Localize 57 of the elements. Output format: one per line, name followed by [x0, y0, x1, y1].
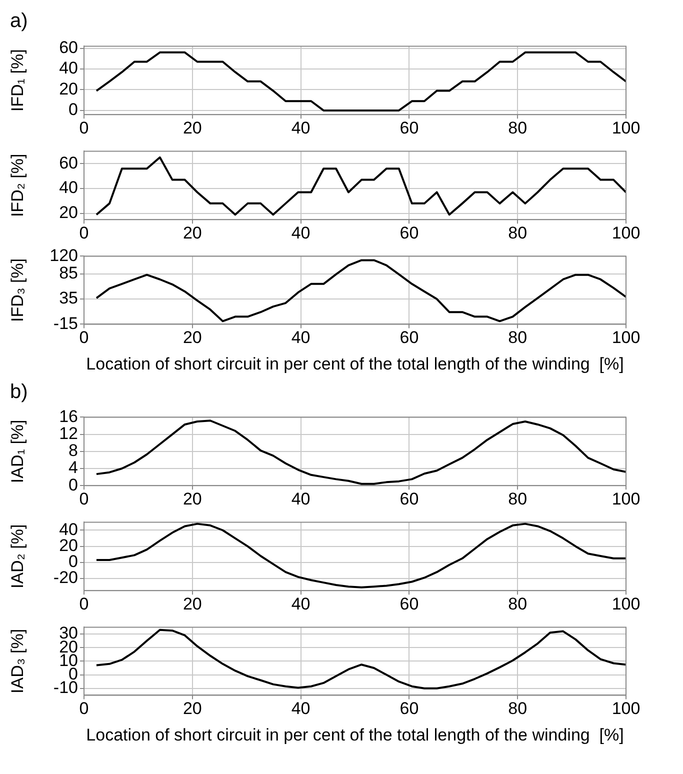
- x-tick-label: 100: [612, 118, 640, 138]
- y-tick-label: 120: [50, 246, 78, 265]
- y-axis-title: IAD₃ [%]: [8, 628, 27, 694]
- y-tick-label: 35: [59, 288, 78, 308]
- y-tick-label: 85: [59, 264, 78, 283]
- y-tick-label: 60: [59, 38, 78, 57]
- y-axis-title: IAD₁ [%]: [8, 420, 27, 484]
- x-tick-label: 60: [400, 594, 419, 614]
- y-tick-label: 20: [59, 203, 78, 222]
- x-tick-label: 60: [400, 328, 419, 348]
- y-tick-label: 20: [59, 79, 78, 98]
- x-tick-label: 60: [400, 699, 419, 718]
- x-tick-label: 80: [508, 489, 528, 508]
- x-tick-label: 40: [291, 489, 310, 508]
- text: a): [9, 9, 29, 34]
- x-tick-label: 100: [612, 328, 640, 348]
- x-tick-label: 80: [508, 328, 528, 348]
- text: b): [9, 380, 29, 405]
- x-tick-label: 60: [400, 223, 419, 242]
- y-tick-label: -15: [53, 314, 78, 333]
- y-tick-label: 4: [68, 458, 78, 478]
- x-tick-label: 80: [508, 699, 528, 718]
- y-tick-label: 12: [59, 424, 78, 443]
- y-tick-label: 0: [68, 475, 78, 494]
- x-tick-label: 60: [400, 118, 419, 138]
- x-tick-label: 20: [182, 223, 202, 242]
- x-tick-label: 80: [508, 118, 528, 138]
- y-tick-label: 0: [68, 100, 78, 120]
- x-tick-label: 80: [508, 223, 528, 242]
- y-axis-title: IAD₂ [%]: [8, 524, 27, 589]
- y-tick-label: 40: [59, 520, 78, 539]
- x-tick-label: 100: [612, 489, 640, 508]
- x-tick-label: 40: [291, 223, 310, 242]
- x-tick-label: 80: [508, 594, 528, 614]
- y-tick-label: 60: [59, 153, 78, 172]
- x-tick-label: 100: [612, 223, 640, 242]
- x-tick-label: 60: [400, 489, 419, 508]
- x-tick-label: 20: [182, 118, 202, 138]
- x-tick-label: 100: [612, 594, 640, 614]
- y-tick-label: 8: [68, 441, 78, 460]
- y-tick-label: 16: [59, 406, 78, 426]
- x-tick-label: 20: [182, 489, 202, 508]
- x-tick-label: 20: [182, 328, 202, 348]
- x-tick-label: 40: [291, 699, 310, 718]
- x-tick-label: 20: [182, 699, 202, 718]
- x-tick-label: 100: [612, 699, 640, 718]
- y-axis-title: IFD₁ [%]: [8, 49, 27, 112]
- y-axis-title: IFD₃ [%]: [8, 258, 27, 322]
- y-tick-label: 40: [59, 58, 78, 78]
- y-tick-label: 40: [59, 178, 78, 198]
- x-axis-title: Location of short circuit in per cent of the total length of the winding [%]: [86, 725, 624, 744]
- x-tick-label: 40: [291, 118, 310, 138]
- x-tick-label: 40: [291, 328, 310, 348]
- y-axis-title: IFD₂ [%]: [8, 154, 27, 218]
- x-tick-label: 20: [182, 594, 202, 614]
- x-tick-label: 40: [291, 594, 310, 614]
- x-axis-title: Location of short circuit in per cent of the total length of the winding [%]: [86, 354, 624, 374]
